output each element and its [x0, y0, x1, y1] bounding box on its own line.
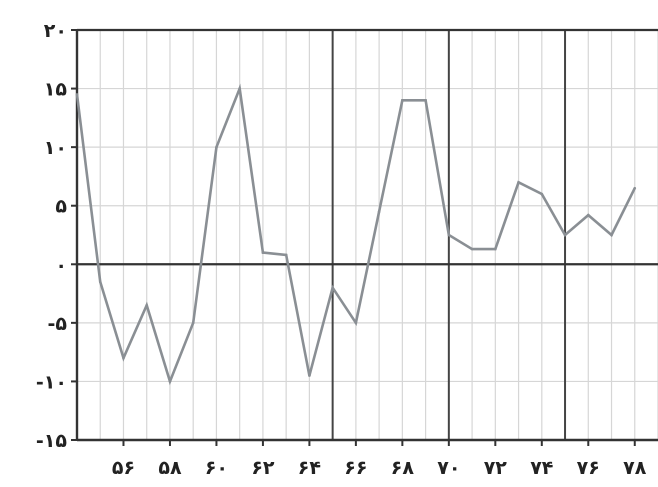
x-tick-label: ۶۴ [298, 457, 321, 479]
data-point [122, 356, 125, 360]
y-tick-label: ۰ [55, 254, 67, 276]
y-tick-label: -۱۰ [36, 371, 67, 393]
y-tick-label: ۱۵ [44, 79, 68, 101]
x-tick-label: ۶۲ [251, 457, 275, 479]
data-point [75, 93, 79, 96]
data-point [191, 321, 195, 325]
data-point [401, 98, 404, 102]
x-tick-label: ۷۶ [577, 457, 600, 479]
data-point [540, 192, 544, 196]
x-tick-label: ۷۸ [623, 457, 647, 479]
data-point [168, 380, 172, 383]
data-point [377, 210, 381, 213]
data-point [610, 233, 613, 237]
plot-frame [75, 28, 658, 442]
data-point [424, 98, 427, 102]
data-point [98, 280, 102, 284]
data-series [75, 83, 637, 386]
data-point [238, 87, 241, 90]
data-point [447, 233, 451, 237]
y-tick-label: ۱۰ [44, 137, 67, 159]
y-axis-ticks: ۲۰ ۱۵ ۱۰ ۵ ۰ -۵ -۱۰ -۱۵ [36, 20, 77, 452]
data-point [633, 186, 637, 190]
data-point [215, 145, 218, 149]
data-point [563, 233, 567, 237]
data-point [145, 303, 149, 307]
y-tick-label: ۵ [55, 196, 67, 218]
x-tick-label: ۵۸ [158, 457, 182, 479]
x-tick-label: ۷۰ [437, 457, 460, 479]
data-point [494, 247, 497, 251]
data-point [354, 321, 358, 325]
data-point [308, 374, 311, 377]
x-tick-label: ۶۶ [344, 457, 367, 479]
data-point [284, 253, 288, 257]
x-axis-ticks: ۵۶ ۵۸ ۶۰ ۶۲ ۶۴ ۶۶ ۶۸ ۷۰ ۷۲ ۷۴ ۷۶ ۷۸ [112, 440, 647, 479]
y-tick-label: ۲۰ [44, 20, 67, 42]
x-tick-label: ۶۸ [391, 457, 415, 479]
emphasized-lines [77, 30, 658, 440]
y-tick-label: -۵ [48, 313, 68, 335]
data-point [261, 251, 265, 254]
x-tick-label: ۶۰ [205, 457, 228, 479]
minor-grid [76, 29, 658, 441]
data-point [517, 180, 520, 184]
data-point [586, 213, 590, 217]
x-tick-label: ۷۲ [484, 457, 508, 479]
x-tick-label: ۵۶ [112, 457, 135, 479]
x-tick-label: ۷۴ [530, 457, 553, 479]
data-point [470, 247, 474, 251]
data-point [331, 286, 334, 290]
y-tick-label: -۱۵ [36, 430, 67, 452]
